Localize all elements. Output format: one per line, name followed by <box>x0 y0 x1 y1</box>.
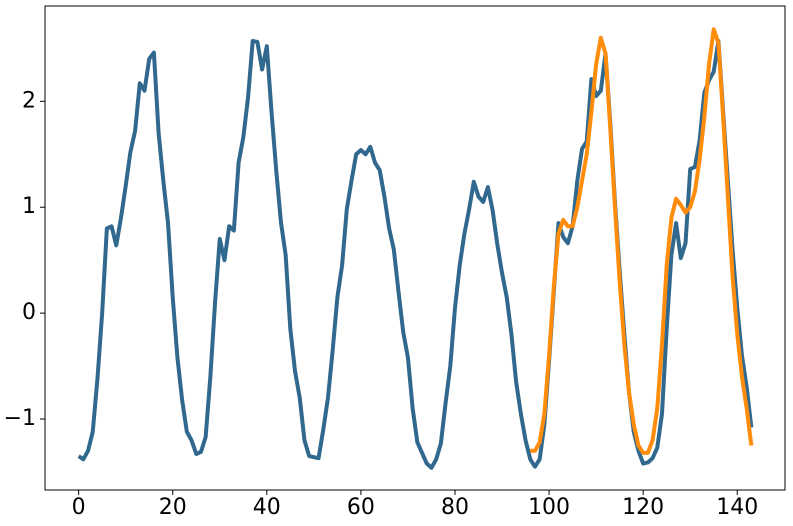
x-tick-label: 40 <box>253 495 281 520</box>
series-line <box>77 38 754 470</box>
series-line <box>530 27 754 455</box>
x-tick-label: 60 <box>347 495 375 520</box>
y-tick-label: 1 <box>22 194 36 219</box>
x-tick-label: 80 <box>441 495 469 520</box>
x-tick-label: 140 <box>716 495 758 520</box>
x-tick-label: 0 <box>72 495 86 520</box>
plot-frame <box>44 5 786 491</box>
y-tick-label: 2 <box>22 88 36 113</box>
x-tick-label: 120 <box>622 495 664 520</box>
x-tick-label: 100 <box>528 495 570 520</box>
y-tick-label: −1 <box>4 406 36 431</box>
x-tick-label: 20 <box>159 495 187 520</box>
y-tick-label: 0 <box>22 300 36 325</box>
